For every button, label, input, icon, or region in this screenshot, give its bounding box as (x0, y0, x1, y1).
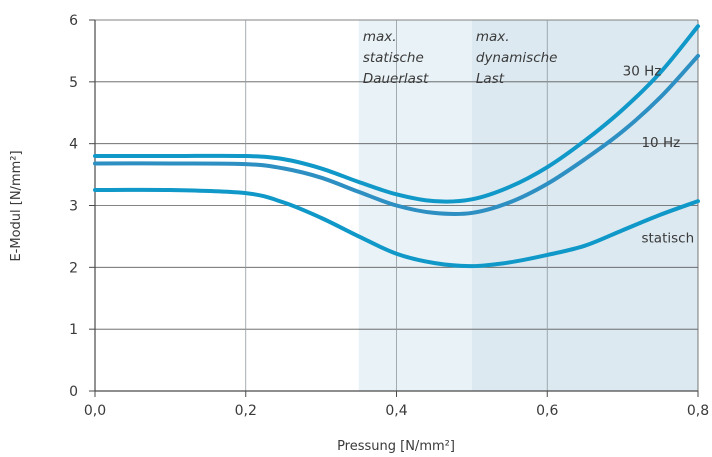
series-line-30-hz (93, 24, 700, 204)
series-layer (93, 24, 700, 269)
series-label-10-hz: 10 Hz (641, 135, 680, 151)
band-label-line: dynamische (476, 50, 558, 66)
labels-layer: max. statische Dauerlast max. dynamische Last… (363, 29, 694, 247)
band-label-line: Last (476, 71, 505, 87)
band-label-line: statische (363, 50, 424, 66)
y-tick-label: 1 (69, 322, 78, 338)
y-tick-label: 5 (69, 75, 78, 91)
y-tick-label: 4 (69, 137, 78, 153)
band-label-1: max. dynamische Last (476, 29, 558, 87)
x-tick-label: 0,4 (385, 403, 407, 419)
band-label-0: max. statische Dauerlast (363, 29, 429, 87)
series-label-statisch: statisch (641, 231, 694, 247)
band-label-line: Dauerlast (363, 71, 429, 87)
series-line-statisch (93, 187, 700, 269)
y-tick-label: 2 (69, 260, 78, 276)
y-tick-label: 6 (69, 13, 78, 29)
axes-layer: 0 1 2 3 4 5 6 0,0 0,2 0,4 0,6 0,8 (69, 13, 709, 419)
series-label-30-hz: 30 Hz (623, 64, 662, 80)
band-label-line: max. (476, 29, 510, 45)
y-tick-label: 0 (69, 384, 78, 400)
x-axis-title: Pressung [N/mm²] (337, 439, 455, 454)
band-label-line: max. (363, 29, 397, 45)
x-tick-label: 0,0 (84, 403, 106, 419)
y-axis-title: E-Modul [N/mm²] (9, 150, 24, 261)
x-tick-label: 0,6 (536, 403, 558, 419)
x-tick-label: 0,8 (687, 403, 709, 419)
y-tick-label: 3 (69, 199, 78, 215)
x-tick-label: 0,2 (235, 403, 257, 419)
series-line-10-hz (93, 53, 700, 217)
